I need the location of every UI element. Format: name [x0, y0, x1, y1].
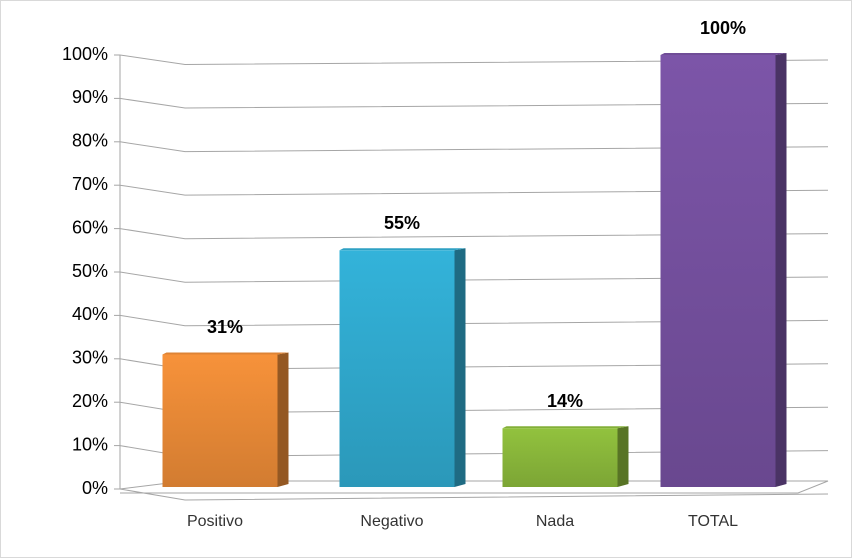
bar: [162, 354, 278, 487]
y-tick-label: 40%: [72, 304, 108, 324]
bar: [339, 250, 455, 487]
y-tick-label: 90%: [72, 87, 108, 107]
x-tick-label: Positivo: [187, 513, 243, 530]
y-tick-label: 50%: [72, 261, 108, 281]
y-tick-label: 60%: [72, 217, 108, 237]
grid-line: [119, 97, 829, 109]
grid-line: [119, 314, 829, 327]
bar-side: [617, 426, 629, 487]
y-tick-label: 0%: [82, 478, 108, 498]
bar: [660, 55, 776, 487]
grid-line: [119, 184, 829, 196]
grid-line: [119, 271, 829, 283]
grid-line: [119, 488, 829, 501]
y-tick-label: 20%: [72, 391, 108, 411]
x-tick-label: TOTAL: [688, 513, 738, 530]
y-tick-label: 70%: [72, 174, 108, 194]
y-tick-label: 30%: [72, 348, 108, 368]
bar-top: [660, 53, 787, 55]
grid-line: [119, 54, 829, 66]
bar: [502, 428, 618, 487]
value-label: 14%: [547, 391, 583, 411]
bar-side: [277, 352, 289, 487]
bar-side: [454, 248, 466, 487]
bar-side: [775, 53, 787, 487]
value-label: 100%: [700, 18, 746, 38]
bar-top: [339, 248, 466, 251]
bar-top: [162, 352, 289, 355]
x-tick-label: Negativo: [360, 513, 423, 530]
grid-line: [119, 228, 829, 240]
y-tick-label: 100%: [62, 44, 108, 64]
y-tick-label: 10%: [72, 434, 108, 454]
value-label: 31%: [207, 317, 243, 337]
bar-top: [502, 426, 629, 429]
y-tick-label: 80%: [72, 131, 108, 151]
grid-line: [119, 141, 829, 153]
x-tick-label: Nada: [536, 513, 574, 530]
value-label: 55%: [384, 213, 420, 233]
